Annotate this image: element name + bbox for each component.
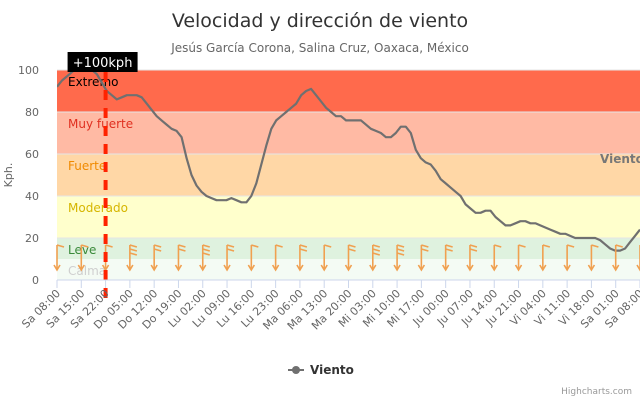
y-tick-label-20: 20 [25,232,39,245]
y-tick-label-60: 60 [25,148,39,161]
plot-band-labels: Calma Leve Moderado Fuerte Muy fuerte Extremo [68,75,133,278]
band-label-moderado: Moderado [68,201,128,215]
wind-arrow-23 [612,244,623,272]
band-fuerte [57,154,640,196]
wind-arrow-6 [199,244,210,272]
wind-arrow-12 [344,244,356,272]
wind-arrow-20 [539,244,551,272]
wind-arrow-15 [417,244,429,272]
wind-arrow-9 [271,244,283,272]
series-viento[interactable] [57,64,640,252]
y-tick-label-0: 0 [32,274,39,287]
wind-arrow-10 [296,244,308,272]
legend-label-viento[interactable]: Viento [310,363,354,377]
wind-arrow-16 [441,244,453,272]
legend-marker-viento [292,366,300,374]
band-label-extremo: Extremo [68,75,118,89]
band-extremo [57,70,640,112]
series-line-viento[interactable] [57,64,640,252]
band-moderado [57,196,640,238]
chart-title: Velocidad y dirección de viento [172,10,468,32]
wind-arrow-4 [150,244,162,272]
legend[interactable]: Viento [288,363,354,377]
credits[interactable]: Highcharts.com [561,387,632,397]
wind-arrow-18 [490,244,502,272]
wind-arrow-14 [393,244,405,272]
wind-arrow-8 [247,244,259,272]
wind-arrow-11 [320,244,332,272]
wind-arrow-1 [77,244,89,272]
wind-arrow-0 [53,244,65,272]
y-tick-label-40: 40 [25,190,39,203]
y-tick-label-100: 100 [18,64,39,77]
plotline: +100kph [67,52,138,300]
band-label-calma: Calma [68,264,106,278]
band-label-fuerte: Fuerte [68,159,106,173]
wind-arrow-7 [223,244,235,272]
annotation-box [67,52,138,72]
series-inline-label: Viento [600,152,640,166]
band-label-muy-fuerte: Muy fuerte [68,117,133,131]
band-muy-fuerte [57,112,640,154]
chart-subtitle: Jesús García Corona, Salina Cruz, Oaxaca… [170,41,469,55]
wind-arrow-22 [587,244,599,272]
annotation-label: +100kph [73,56,133,71]
wind-arrow-17 [466,244,478,272]
plot-bands [57,70,640,280]
y-tick-label-80: 80 [25,106,39,119]
y-axis-title: Kph. [2,163,15,188]
wind-arrow-21 [563,244,575,272]
band-label-leve: Leve [68,243,96,257]
wind-arrow-5 [174,244,186,272]
wind-arrow-3 [126,244,138,272]
wind-arrow-13 [369,244,381,272]
wind-arrow-19 [514,244,526,272]
wind-arrow-24 [636,245,640,272]
